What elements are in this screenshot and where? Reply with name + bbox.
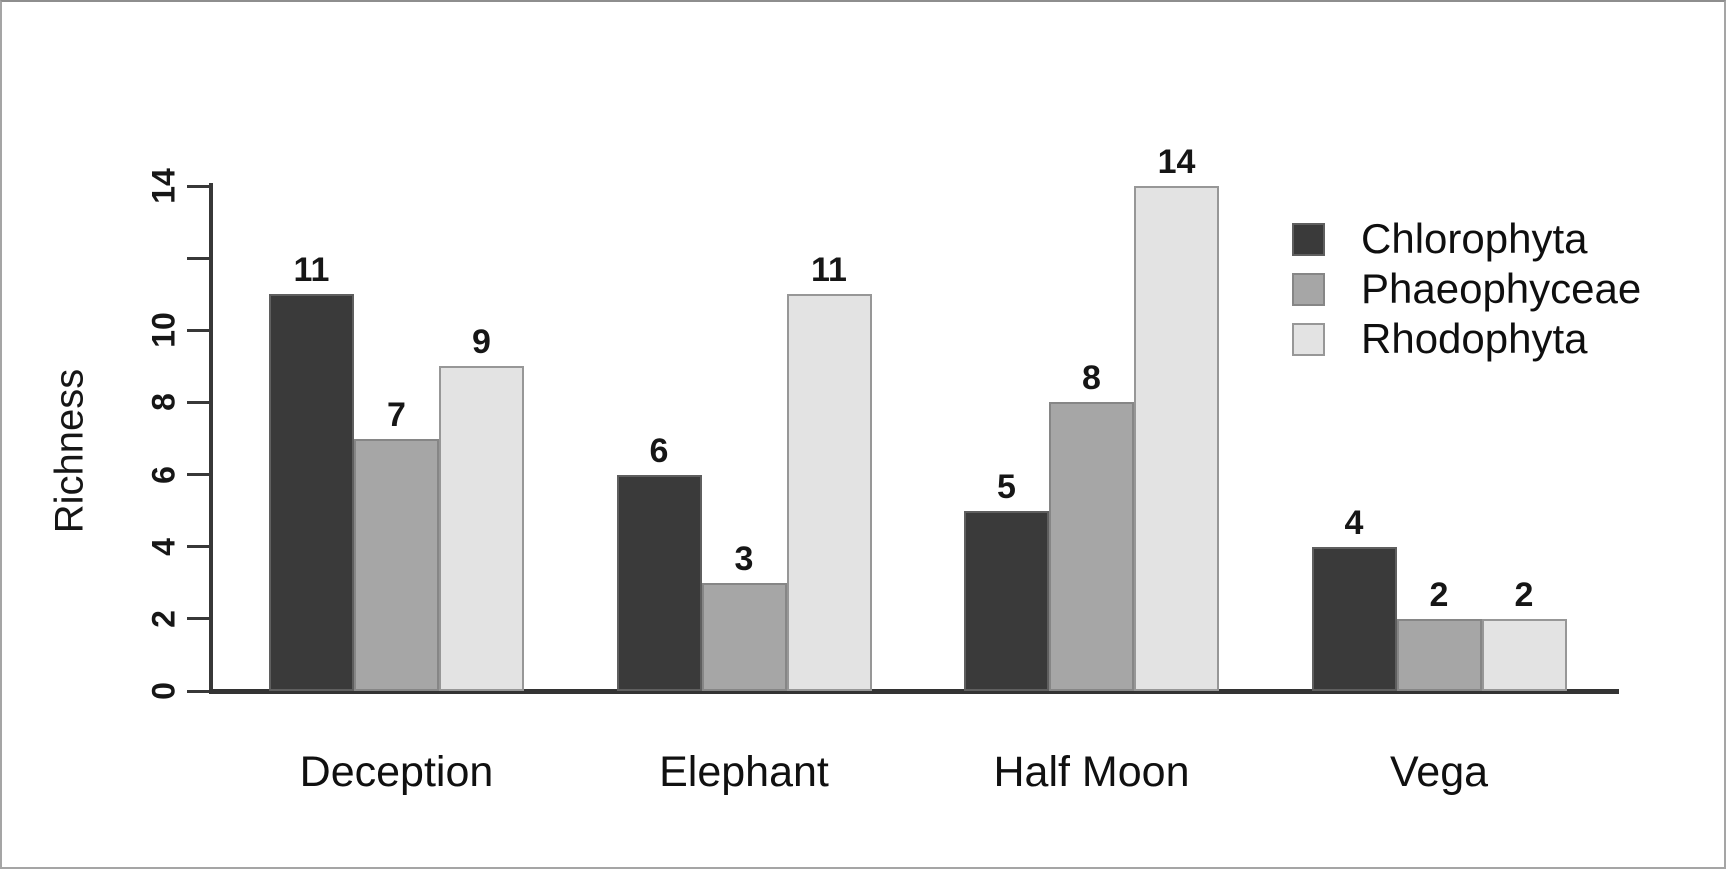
- bar-value-label: 5: [997, 467, 1016, 506]
- legend-label: Phaeophyceae: [1361, 265, 1642, 312]
- bar-half-moon-chlorophyta: [964, 510, 1049, 691]
- legend-swatch-phaeophyceae: [1292, 272, 1325, 306]
- bar-half-moon-phaeophyceae: [1049, 402, 1134, 691]
- y-tick-label: 2: [145, 609, 182, 628]
- y-tick-mark: [187, 256, 209, 260]
- bar-value-label: 3: [734, 539, 754, 578]
- legend-label: Chlorophyta: [1361, 215, 1588, 262]
- bar-elephant-phaeophyceae: [701, 582, 787, 691]
- legend-entry-chlorophyta: Chlorophyta: [1292, 214, 1641, 264]
- y-tick-label: 14: [145, 168, 182, 204]
- bar-value-label: 14: [1157, 143, 1196, 182]
- legend-swatch-chlorophyta: [1292, 222, 1325, 256]
- bar-value-label: 2: [1429, 575, 1449, 614]
- bar-value-label: 7: [387, 395, 406, 434]
- bar-value-label: 11: [811, 251, 847, 290]
- bar-value-label: 6: [649, 431, 669, 470]
- x-category-label: Deception: [299, 748, 494, 796]
- legend-entry-phaeophyceae: Phaeophyceae: [1292, 264, 1641, 314]
- x-category-label: Vega: [1389, 748, 1489, 796]
- y-axis-line: [209, 183, 213, 694]
- bar-value-label: 8: [1082, 359, 1101, 398]
- y-tick-mark: [187, 617, 209, 621]
- y-tick-mark: [187, 328, 209, 332]
- legend-label: Rhodophyta: [1361, 315, 1588, 362]
- bar-vega-rhodophyta: [1481, 618, 1567, 691]
- y-tick-label: 4: [145, 537, 182, 556]
- y-tick-label: 0: [145, 682, 182, 700]
- y-axis-title: Richness: [47, 368, 92, 534]
- y-tick-label: 10: [145, 312, 182, 349]
- y-tick-mark: [187, 184, 209, 188]
- legend-swatch-rhodophyta: [1292, 322, 1325, 356]
- bar-value-label: 9: [472, 323, 491, 362]
- legend-entry-rhodophyta: Rhodophyta: [1292, 314, 1641, 364]
- bar-deception-rhodophyta: [439, 366, 524, 691]
- y-tick-label: 8: [145, 393, 182, 412]
- x-category-label: Half Moon: [993, 748, 1190, 796]
- y-tick-mark: [187, 689, 209, 693]
- bar-value-label: 11: [293, 251, 330, 290]
- bar-deception-phaeophyceae: [354, 438, 439, 691]
- bar-vega-phaeophyceae: [1396, 618, 1482, 691]
- bar-value-label: 2: [1514, 575, 1534, 614]
- bar-elephant-rhodophyta: [786, 294, 872, 691]
- bar-elephant-chlorophyta: [616, 474, 702, 691]
- y-tick-mark: [187, 473, 209, 477]
- y-tick-mark: [187, 400, 209, 404]
- x-category-label: Elephant: [659, 748, 829, 796]
- bar-deception-chlorophyta: [269, 294, 354, 691]
- y-tick-label: 6: [145, 465, 182, 484]
- bar-value-label: 4: [1344, 503, 1364, 542]
- legend: Chlorophyta Phaeophyceae Rhodophyta: [1292, 214, 1641, 364]
- bar-vega-chlorophyta: [1311, 546, 1397, 691]
- bar-half-moon-rhodophyta: [1134, 186, 1219, 691]
- y-tick-mark: [187, 545, 209, 549]
- x-axis-line: [209, 689, 1619, 694]
